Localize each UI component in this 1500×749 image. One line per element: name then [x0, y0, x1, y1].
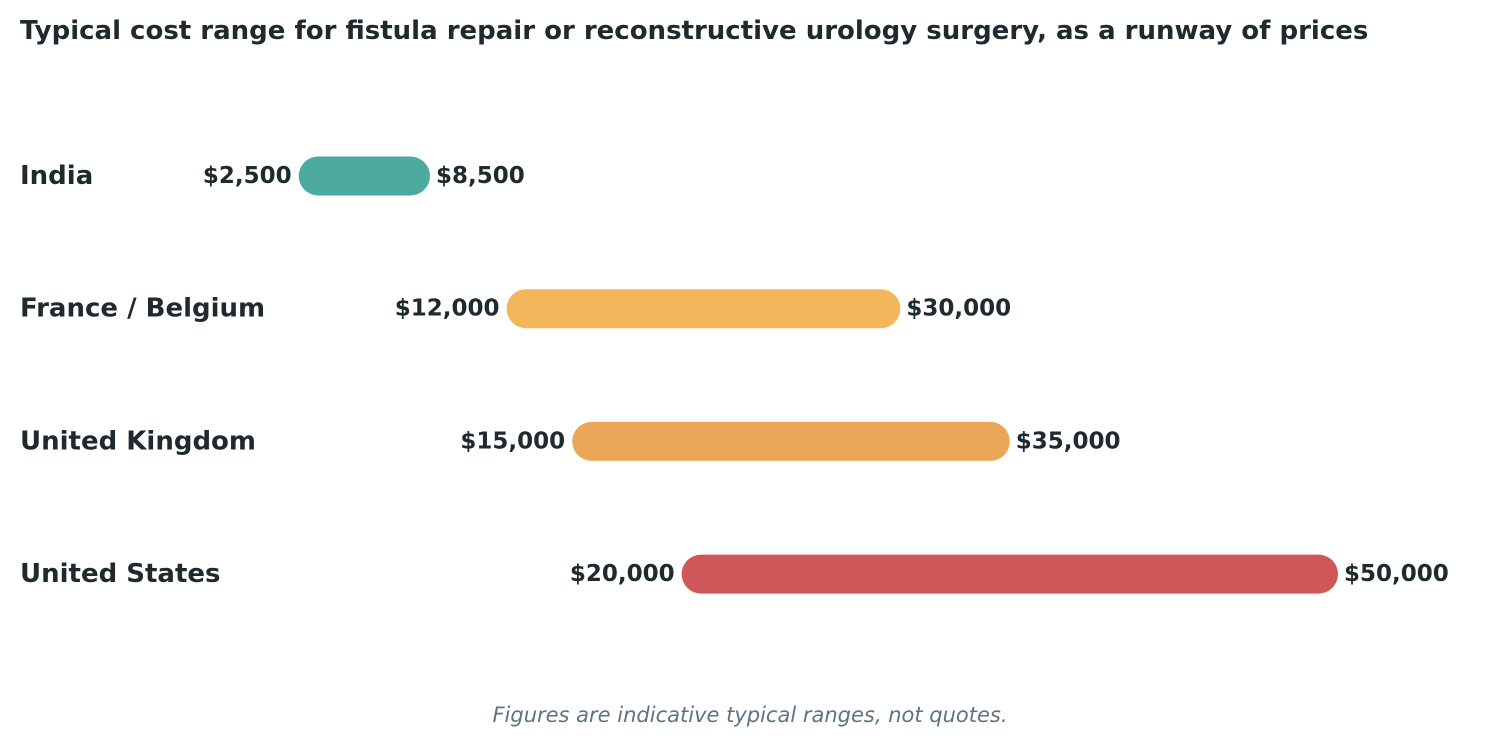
- range-bar: [506, 289, 901, 329]
- category-label: India: [20, 161, 93, 191]
- range-row-united-states: United States $20,000 $50,000: [20, 554, 1449, 594]
- range-row-india: India $2,500 $8,500: [20, 156, 525, 196]
- chart-title: Typical cost range for fistula repair or…: [20, 16, 1369, 46]
- low-value-label: $12,000: [395, 296, 500, 322]
- low-value-label: $20,000: [570, 561, 675, 587]
- range-row-united-kingdom: United Kingdom $15,000 $35,000: [20, 421, 1121, 461]
- category-label: United States: [20, 559, 221, 589]
- high-value-label: $35,000: [1016, 428, 1121, 454]
- high-value-label: $50,000: [1344, 561, 1449, 587]
- low-value-label: $2,500: [203, 163, 292, 189]
- chart-footnote: Figures are indicative typical ranges, n…: [492, 703, 1008, 727]
- range-bar: [681, 554, 1338, 594]
- range-bar: [572, 421, 1010, 461]
- range-row-france-belgium: France / Belgium $12,000 $30,000: [20, 289, 1011, 329]
- high-value-label: $30,000: [906, 296, 1011, 322]
- chart-rows: India $2,500 $8,500 France / Belgium $12,000…: [20, 156, 1449, 594]
- category-label: France / Belgium: [20, 294, 265, 324]
- low-value-label: $15,000: [460, 428, 565, 454]
- category-label: United Kingdom: [20, 426, 256, 456]
- high-value-label: $8,500: [436, 163, 525, 189]
- range-bar: [298, 156, 430, 196]
